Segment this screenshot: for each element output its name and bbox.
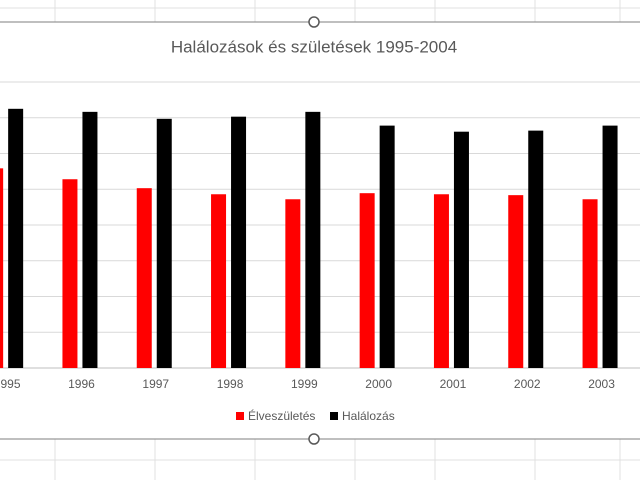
bar <box>433 194 449 368</box>
resize-handle[interactable] <box>308 16 320 28</box>
bar <box>8 108 24 368</box>
x-tick-label: 2003 <box>588 377 615 391</box>
x-tick-label: 2002 <box>514 377 541 391</box>
bar <box>156 118 172 368</box>
bar <box>231 116 247 369</box>
plot-area: 1995 1996 1997 1998 1999 2000 2001 2002 2003 <box>0 81 640 391</box>
legend: Élveszületés Halálozás <box>236 408 395 423</box>
bar <box>211 194 227 368</box>
x-tick-label: 1995 <box>0 377 21 391</box>
bar <box>0 168 4 368</box>
bar <box>508 195 524 368</box>
resize-handle[interactable] <box>308 433 320 445</box>
legend-swatch <box>236 412 244 420</box>
bar <box>359 193 375 368</box>
x-tick-label: 2001 <box>440 377 467 391</box>
bar <box>305 111 321 368</box>
bar <box>453 131 469 368</box>
legend-label: Halálozás <box>342 409 395 423</box>
x-tick-label: 1999 <box>291 377 318 391</box>
bar <box>82 111 98 368</box>
x-tick-label: 1997 <box>142 377 169 391</box>
bar <box>602 125 618 369</box>
x-tick-label: 1996 <box>68 377 95 391</box>
bar <box>285 199 301 368</box>
bar <box>528 130 544 368</box>
legend-label: Élveszületés <box>248 408 315 423</box>
bar <box>582 199 598 368</box>
bar <box>379 125 395 369</box>
chart-title: Halálozások és születések 1995-2004 <box>171 37 457 56</box>
legend-swatch <box>330 412 338 420</box>
x-tick-label: 1998 <box>217 377 244 391</box>
bar <box>136 188 152 368</box>
x-tick-label: 2000 <box>365 377 392 391</box>
bar <box>62 179 78 368</box>
